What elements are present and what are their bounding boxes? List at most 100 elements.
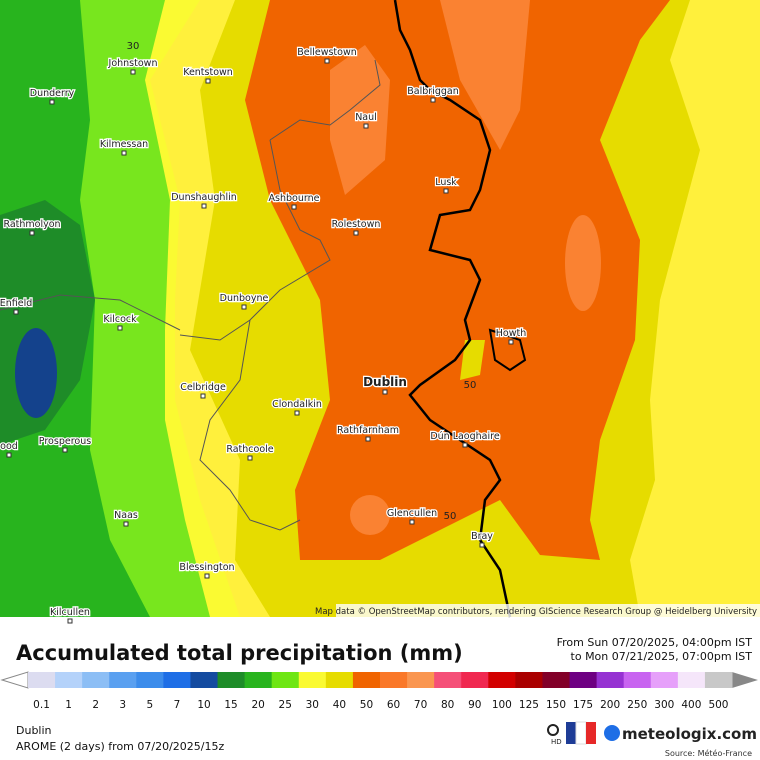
flag-red (586, 722, 596, 744)
footer-model: AROME (2 days) from 07/20/2025/15z (16, 740, 225, 753)
place-label: Dublin (363, 375, 407, 389)
place-dot (200, 393, 206, 399)
place-label: ood (0, 441, 18, 452)
county-border (0, 294, 181, 331)
legend-swatch (704, 672, 733, 688)
place-dot (13, 309, 19, 315)
place-label: Johnstown (108, 58, 158, 69)
period-from: From Sun 07/20/2025, 04:00pm IST (557, 636, 753, 649)
legend-swatch (217, 672, 246, 688)
zone-60 (350, 495, 390, 535)
place-dot (123, 521, 129, 527)
place-label: Kilmessan (100, 139, 148, 150)
place-label: Kilcullen (50, 607, 90, 618)
brand: meteologix.com (622, 725, 757, 743)
legend-swatch (407, 672, 435, 688)
place-dot (241, 304, 247, 310)
zone-40-bay (460, 340, 485, 380)
legend-label: 300 (654, 699, 674, 711)
place-labels: Johnstown Kentstown Bellewstown Dunderry… (0, 46, 527, 624)
legend-label: 250 (627, 699, 647, 711)
legend-label: 15 (224, 699, 237, 711)
place-dot (49, 99, 55, 105)
place-label: Rathmolyon (3, 219, 60, 230)
legend-swatch (271, 672, 300, 688)
map (0, 0, 760, 618)
place-label: Dún Laoghaire (430, 431, 500, 442)
legend-label: 7 (174, 699, 181, 711)
place-dot (353, 230, 359, 236)
zone-10 (15, 328, 57, 418)
place-dot (443, 188, 449, 194)
place-dot (121, 150, 127, 156)
place-label: Naul (355, 112, 377, 123)
hd-badge: HD (551, 738, 562, 746)
place-label: Celbridge (180, 382, 226, 393)
place-dot (382, 389, 388, 395)
legend-swatch (488, 672, 516, 688)
legend-label: 80 (441, 699, 454, 711)
legend-swatch (677, 672, 706, 688)
legend-label: 40 (333, 699, 346, 711)
place-dot (508, 339, 514, 345)
legend-label: 20 (251, 699, 264, 711)
legend-label: 2 (92, 699, 99, 711)
place-dot (201, 203, 207, 209)
legend-swatch (596, 672, 625, 688)
legend-swatch (163, 672, 191, 688)
place-dot (62, 447, 68, 453)
legend-swatch (515, 672, 543, 688)
legend-label: 150 (546, 699, 566, 711)
contour-label: 30 (127, 41, 140, 52)
legend-swatch (190, 672, 219, 688)
place-dot (247, 455, 253, 461)
attribution-bg (336, 604, 760, 617)
legend: 0.1 1 2 3 5 7 10 15 20 25 30 40 50 60 70 80 90 100 125 150 1… (28, 672, 733, 711)
legend-swatch (461, 672, 489, 688)
legend-swatch (55, 672, 83, 688)
place-label: Glencullen (387, 508, 437, 519)
legend-label: 60 (387, 699, 400, 711)
legend-label: 30 (306, 699, 319, 711)
place-label: Rathcoole (226, 444, 273, 455)
place-dot (204, 573, 210, 579)
legend-label: 10 (197, 699, 210, 711)
place-dot (29, 230, 35, 236)
place-dot (130, 69, 136, 75)
legend-label: 200 (600, 699, 620, 711)
legend-swatch (298, 672, 327, 688)
place-label: Blessington (179, 562, 234, 573)
legend-swatch (136, 672, 164, 688)
legend-label: 1 (65, 699, 72, 711)
coastline (393, 0, 512, 618)
place-label: Bellewstown (297, 47, 357, 58)
place-dot (291, 204, 297, 210)
place-label: Dunshaughlin (171, 192, 237, 203)
place-label: Rathfarnham (337, 425, 399, 436)
legend-arrow-right (732, 672, 758, 688)
place-dot (117, 325, 123, 331)
place-label: Naas (114, 510, 138, 521)
place-label: Rolestown (332, 219, 381, 230)
place-label: Ashbourne (269, 193, 320, 204)
county-border (179, 59, 381, 531)
place-label: Balbriggan (407, 86, 458, 97)
place-label: Howth (496, 328, 526, 339)
place-label: Prosperous (39, 436, 91, 447)
place-dot (479, 542, 485, 548)
zoom-icon (547, 724, 559, 736)
legend-label: 5 (147, 699, 154, 711)
legend-swatch (82, 672, 110, 688)
legend-swatch (542, 672, 571, 688)
legend-label: 500 (708, 699, 728, 711)
legend-swatch (352, 672, 381, 688)
legend-label: 3 (119, 699, 126, 711)
flag-blue (566, 722, 576, 744)
place-label: Dunboyne (220, 293, 269, 304)
zone-60 (565, 215, 601, 311)
place-dot (365, 436, 371, 442)
legend-swatch (380, 672, 408, 688)
place-label: Kentstown (183, 67, 233, 78)
legend-swatch (569, 672, 598, 688)
